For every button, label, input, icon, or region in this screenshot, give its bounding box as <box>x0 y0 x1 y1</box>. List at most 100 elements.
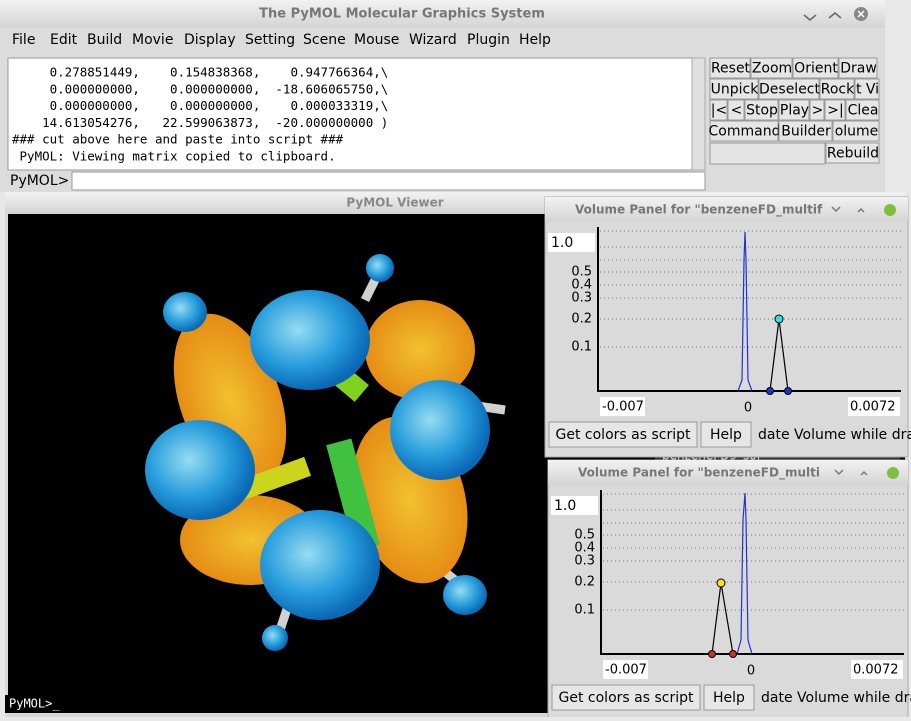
button-label[interactable]: t Vi <box>856 82 879 98</box>
panel-title: Volume Panel for "benzeneFD_multif <box>575 203 823 218</box>
viewer-title: PyMOL Viewer <box>346 196 443 210</box>
menu-item[interactable]: Display <box>184 32 236 48</box>
button[interactable] <box>845 99 880 121</box>
button[interactable] <box>709 78 759 100</box>
button[interactable] <box>778 120 833 142</box>
button[interactable] <box>709 120 779 142</box>
menu-item[interactable]: Scene <box>303 32 346 48</box>
y-label: 0.3 <box>571 291 592 306</box>
button-label[interactable]: Draw <box>840 61 877 77</box>
x-max[interactable]: 0.0072 <box>853 663 899 678</box>
menu-item[interactable]: Edit <box>50 32 78 48</box>
console-line: PyMOL: Viewing matrix copied to clipboar… <box>12 149 336 164</box>
prompt-label: PyMOL> <box>10 173 69 189</box>
console-line: 0.000000000, 0.000000000, 0.000033319,\ <box>12 98 388 113</box>
button-label[interactable]: Help <box>713 690 745 706</box>
button-label[interactable]: |< <box>711 103 727 119</box>
max-field-value[interactable]: 1.0 <box>554 498 576 514</box>
panel-title-bar <box>545 197 908 222</box>
min-field[interactable] <box>600 397 645 416</box>
button[interactable] <box>778 99 810 121</box>
menu-item[interactable]: Wizard <box>409 32 457 48</box>
button-label[interactable]: < <box>731 103 743 119</box>
button-label[interactable]: Rebuild <box>827 146 879 162</box>
max-x-field[interactable] <box>851 660 903 679</box>
button-label[interactable]: Zoom <box>752 61 792 77</box>
button-label[interactable]: Command <box>709 124 781 140</box>
menu-bar: File Edit Build Movie Display Setting Scene Mou… <box>12 32 551 48</box>
y-label: 0.2 <box>574 575 595 590</box>
button[interactable] <box>709 99 728 121</box>
max-field[interactable] <box>551 496 598 515</box>
button[interactable] <box>825 142 880 164</box>
button[interactable] <box>703 684 755 711</box>
button[interactable] <box>709 57 751 79</box>
menu-item[interactable]: Build <box>87 32 122 48</box>
button-label[interactable]: Stop <box>746 103 778 119</box>
molecule <box>145 254 506 651</box>
max-field-value[interactable]: 1.0 <box>551 235 573 251</box>
menu-item[interactable]: Movie <box>132 32 173 48</box>
button-label[interactable]: Rock <box>821 82 855 98</box>
console-line: 0.278851449, 0.154838368, 0.947766364,\ <box>12 65 388 80</box>
button[interactable] <box>700 421 752 448</box>
button-label[interactable]: Reset <box>711 61 751 77</box>
button[interactable] <box>838 57 878 79</box>
window-title: The PyMOL Molecular Graphics System <box>259 7 545 22</box>
menu-item[interactable]: File <box>12 32 35 48</box>
button[interactable] <box>548 421 698 448</box>
button-label[interactable]: Builder <box>781 124 831 140</box>
close-button[interactable] <box>887 467 899 479</box>
button-label[interactable]: Clea <box>848 103 879 119</box>
text-field[interactable] <box>709 142 826 165</box>
button[interactable] <box>551 684 701 711</box>
volume-panels: Volume Panel for "benzeneFD_multif 1.0 0.5… <box>544 196 911 721</box>
button[interactable] <box>792 57 839 79</box>
title-bar <box>0 0 885 28</box>
panel-background <box>544 196 909 458</box>
button[interactable] <box>750 57 793 79</box>
button-label[interactable]: Get colors as script <box>556 427 691 443</box>
volume-curve <box>708 492 753 658</box>
button[interactable] <box>744 99 779 121</box>
max-x-field[interactable] <box>848 397 900 416</box>
menu-item[interactable]: Help <box>519 32 551 48</box>
menu-item[interactable]: Mouse <box>354 32 399 48</box>
window-controls[interactable] <box>803 7 868 21</box>
x-zero: 0 <box>747 664 755 679</box>
button-label[interactable]: Orient <box>794 61 838 77</box>
x-zero: 0 <box>744 401 752 416</box>
button[interactable] <box>854 78 880 100</box>
button-label[interactable]: olume <box>835 124 879 140</box>
window-controls[interactable] <box>834 469 868 476</box>
button[interactable] <box>832 120 880 142</box>
checkbox-label[interactable]: date Volume while dra <box>761 690 911 706</box>
button[interactable] <box>819 78 855 100</box>
button-label[interactable]: Play <box>780 103 809 119</box>
button[interactable] <box>809 99 825 121</box>
x-min[interactable]: -0.007 <box>602 400 644 415</box>
command-input[interactable] <box>71 171 706 191</box>
min-field[interactable] <box>603 660 648 679</box>
window-controls[interactable] <box>831 206 865 213</box>
y-label: 0.1 <box>571 340 592 355</box>
max-field[interactable] <box>548 233 595 252</box>
y-label: 0.5 <box>571 265 592 280</box>
button[interactable] <box>758 78 820 100</box>
close-button[interactable] <box>884 204 896 216</box>
x-max[interactable]: 0.0072 <box>850 400 896 415</box>
button-label[interactable]: Get colors as script <box>559 690 694 706</box>
button-label[interactable]: Help <box>710 427 742 443</box>
x-min[interactable]: -0.007 <box>605 663 647 678</box>
button[interactable] <box>727 99 745 121</box>
button-label[interactable]: Deselect <box>759 82 821 98</box>
button-label[interactable]: > <box>812 103 824 119</box>
button-label[interactable]: >| <box>827 103 843 119</box>
menu-item[interactable]: Plugin <box>467 32 510 48</box>
menu-item[interactable]: Setting <box>245 32 295 48</box>
checkbox-label[interactable]: date Volume while dra <box>758 427 911 443</box>
scrollbar[interactable] <box>691 57 706 171</box>
button-label[interactable]: Unpick <box>711 82 760 98</box>
button[interactable] <box>824 99 846 121</box>
